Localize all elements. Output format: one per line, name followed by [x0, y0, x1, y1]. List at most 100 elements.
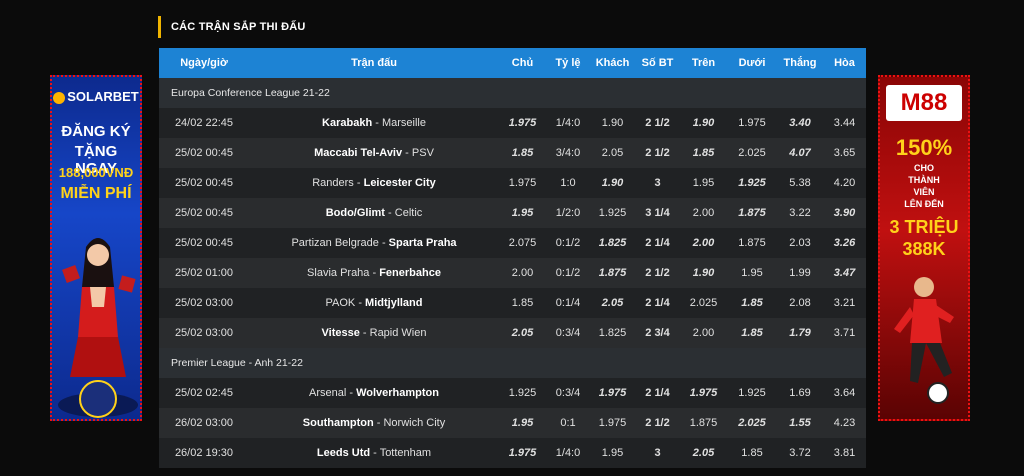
col-header-draw[interactable]: Hòa — [823, 48, 866, 78]
odds-thang[interactable]: 2.08 — [777, 288, 823, 318]
match-row[interactable]: 26/02 19:30 Leeds Utd - Tottenham 1.975 1/4… — [159, 438, 866, 468]
odds-khach[interactable]: 1.875 — [590, 258, 635, 288]
col-header-total-goals[interactable]: Số BT — [635, 48, 680, 78]
odds-ty-le[interactable]: 1/4:0 — [546, 438, 590, 468]
odds-chu[interactable]: 1.85 — [499, 138, 546, 168]
odds-tren[interactable]: 1.85 — [680, 138, 727, 168]
odds-so-bt[interactable]: 3 — [635, 168, 680, 198]
odds-khach[interactable]: 1.975 — [590, 408, 635, 438]
odds-chu[interactable]: 2.075 — [499, 228, 546, 258]
odds-so-bt[interactable]: 2 3/4 — [635, 318, 680, 348]
odds-khach[interactable]: 1.825 — [590, 318, 635, 348]
col-header-match[interactable]: Trận đấu — [249, 48, 499, 78]
odds-tren[interactable]: 2.00 — [680, 198, 727, 228]
odds-ty-le[interactable]: 1/2:0 — [546, 198, 590, 228]
odds-ty-le[interactable]: 0:1/4 — [546, 288, 590, 318]
odds-duoi[interactable]: 1.925 — [727, 378, 777, 408]
match-row[interactable]: 25/02 02:45 Arsenal - Wolverhampton 1.925 0… — [159, 378, 866, 408]
odds-hoa[interactable]: 3.90 — [823, 198, 866, 228]
odds-thang[interactable]: 1.79 — [777, 318, 823, 348]
odds-duoi[interactable]: 2.025 — [727, 408, 777, 438]
odds-khach[interactable]: 1.925 — [590, 198, 635, 228]
odds-so-bt[interactable]: 3 1/4 — [635, 198, 680, 228]
odds-tren[interactable]: 2.025 — [680, 288, 727, 318]
league-header-row[interactable]: Premier League - Anh 21-22 — [159, 348, 866, 378]
solarbet-ad-banner[interactable]: SOLARBET ĐĂNG KÝ TẶNG NGAY 188,000VNĐ MI… — [50, 75, 142, 421]
odds-thang[interactable]: 3.40 — [777, 108, 823, 138]
col-header-handicap[interactable]: Tỷ lệ — [546, 48, 590, 78]
odds-ty-le[interactable]: 0:1/2 — [546, 228, 590, 258]
odds-so-bt[interactable]: 2 1/4 — [635, 378, 680, 408]
odds-hoa[interactable]: 3.65 — [823, 138, 866, 168]
odds-khach[interactable]: 1.975 — [590, 378, 635, 408]
match-row[interactable]: 25/02 00:45 Randers - Leicester City 1.975… — [159, 168, 866, 198]
match-teams[interactable]: Leeds Utd - Tottenham — [249, 438, 499, 468]
odds-hoa[interactable]: 3.44 — [823, 108, 866, 138]
odds-tren[interactable]: 2.00 — [680, 228, 727, 258]
match-row[interactable]: 25/02 03:00 Vitesse - Rapid Wien 2.05 0:3/4… — [159, 318, 866, 348]
odds-ty-le[interactable]: 0:1/2 — [546, 258, 590, 288]
odds-tren[interactable]: 1.95 — [680, 168, 727, 198]
odds-tren[interactable]: 1.975 — [680, 378, 727, 408]
odds-khach[interactable]: 1.825 — [590, 228, 635, 258]
odds-khach[interactable]: 1.90 — [590, 108, 635, 138]
odds-hoa[interactable]: 3.81 — [823, 438, 866, 468]
odds-thang[interactable]: 2.03 — [777, 228, 823, 258]
odds-so-bt[interactable]: 2 1/4 — [635, 288, 680, 318]
odds-thang[interactable]: 1.69 — [777, 378, 823, 408]
odds-thang[interactable]: 5.38 — [777, 168, 823, 198]
match-row[interactable]: 25/02 03:00 PAOK - Midtjylland 1.85 0:1/4 2.… — [159, 288, 866, 318]
odds-chu[interactable]: 2.05 — [499, 318, 546, 348]
odds-tren[interactable]: 1.90 — [680, 258, 727, 288]
match-teams[interactable]: Arsenal - Wolverhampton — [249, 378, 499, 408]
match-row[interactable]: 25/02 00:45 Partizan Belgrade - Sparta Pr… — [159, 228, 866, 258]
league-header-row[interactable]: Europa Conference League 21-22 — [159, 78, 866, 108]
odds-chu[interactable]: 1.925 — [499, 378, 546, 408]
odds-thang[interactable]: 1.99 — [777, 258, 823, 288]
match-teams[interactable]: Southampton - Norwich City — [249, 408, 499, 438]
odds-duoi[interactable]: 1.85 — [727, 438, 777, 468]
match-teams[interactable]: PAOK - Midtjylland — [249, 288, 499, 318]
match-row[interactable]: 24/02 22:45 Karabakh - Marseille 1.975 1/4:… — [159, 108, 866, 138]
match-teams[interactable]: Karabakh - Marseille — [249, 108, 499, 138]
match-teams[interactable]: Bodo/Glimt - Celtic — [249, 198, 499, 228]
odds-chu[interactable]: 1.95 — [499, 408, 546, 438]
match-row[interactable]: 26/02 03:00 Southampton - Norwich City 1.9… — [159, 408, 866, 438]
col-header-time[interactable]: Ngày/giờ — [159, 48, 249, 78]
col-header-under[interactable]: Dưới — [727, 48, 777, 78]
odds-duoi[interactable]: 1.975 — [727, 108, 777, 138]
odds-ty-le[interactable]: 0:1 — [546, 408, 590, 438]
odds-duoi[interactable]: 1.85 — [727, 288, 777, 318]
odds-chu[interactable]: 2.00 — [499, 258, 546, 288]
odds-hoa[interactable]: 3.71 — [823, 318, 866, 348]
odds-duoi[interactable]: 1.925 — [727, 168, 777, 198]
odds-so-bt[interactable]: 2 1/2 — [635, 138, 680, 168]
odds-thang[interactable]: 3.22 — [777, 198, 823, 228]
odds-tren[interactable]: 2.00 — [680, 318, 727, 348]
odds-ty-le[interactable]: 1:0 — [546, 168, 590, 198]
odds-chu[interactable]: 1.975 — [499, 108, 546, 138]
col-header-home-odds[interactable]: Chủ — [499, 48, 546, 78]
odds-ty-le[interactable]: 3/4:0 — [546, 138, 590, 168]
odds-hoa[interactable]: 3.47 — [823, 258, 866, 288]
odds-so-bt[interactable]: 2 1/2 — [635, 258, 680, 288]
odds-chu[interactable]: 1.85 — [499, 288, 546, 318]
odds-tren[interactable]: 1.875 — [680, 408, 727, 438]
odds-so-bt[interactable]: 2 1/4 — [635, 228, 680, 258]
odds-khach[interactable]: 2.05 — [590, 288, 635, 318]
odds-khach[interactable]: 1.95 — [590, 438, 635, 468]
odds-so-bt[interactable]: 3 — [635, 438, 680, 468]
odds-khach[interactable]: 1.90 — [590, 168, 635, 198]
match-teams[interactable]: Maccabi Tel-Aviv - PSV — [249, 138, 499, 168]
m88-ad-banner[interactable]: M88 150% CHO THÀNH VIÊN LÊN ĐẾN 3 TRIỆU … — [878, 75, 970, 421]
odds-duoi[interactable]: 1.95 — [727, 258, 777, 288]
odds-ty-le[interactable]: 1/4:0 — [546, 108, 590, 138]
odds-duoi[interactable]: 1.875 — [727, 228, 777, 258]
odds-chu[interactable]: 1.975 — [499, 438, 546, 468]
col-header-away-odds[interactable]: Khách — [590, 48, 635, 78]
odds-so-bt[interactable]: 2 1/2 — [635, 108, 680, 138]
match-teams[interactable]: Randers - Leicester City — [249, 168, 499, 198]
odds-hoa[interactable]: 4.23 — [823, 408, 866, 438]
odds-chu[interactable]: 1.975 — [499, 168, 546, 198]
odds-tren[interactable]: 1.90 — [680, 108, 727, 138]
